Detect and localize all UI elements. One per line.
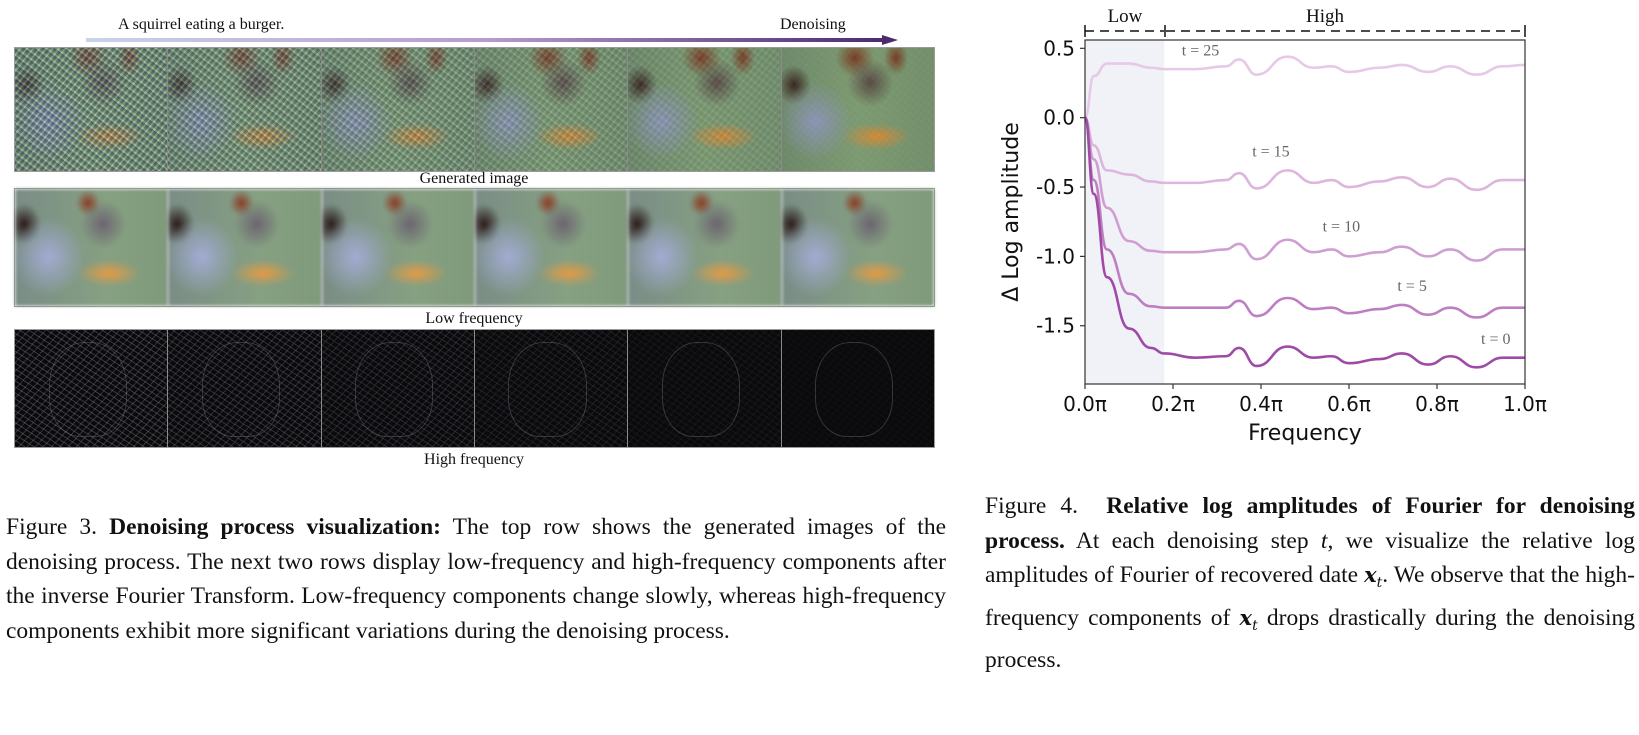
figure-4-title: Relative log amplitudes of Fourier for d… (985, 493, 1635, 554)
curve-label: t = 5 (1397, 278, 1426, 295)
generated-frame-4 (474, 48, 629, 171)
high-frequency-frame-5 (628, 330, 782, 447)
denoising-arrow-label: Denoising (780, 16, 846, 33)
curve-label: t = 0 (1481, 331, 1510, 348)
low-frequency-frame-6 (781, 189, 934, 306)
low-frequency-frame-2 (168, 189, 322, 306)
figure-3-body: The top row shows the generated images o… (6, 514, 947, 644)
x-axis-ticks: 0.0π 0.2π 0.4π 0.6π 0.8π 1.0π (1063, 384, 1547, 416)
figure-3-panel: A squirrel eating a burger. Denoising Ge… (0, 0, 960, 480)
high-frequency-frame-2 (168, 330, 322, 447)
high-frequency-frame-1 (15, 330, 169, 447)
generated-frame-3 (321, 48, 475, 171)
figure-4-body-4: drops drastically during the denoising p… (985, 604, 1636, 674)
figure-3-caption: Figure 3. Denoising process visualizatio… (6, 510, 946, 648)
y-tick-label: -1.0 (1036, 244, 1075, 268)
x-tick-label: 1.0π (1503, 392, 1547, 416)
variable-x-t: xt (1364, 562, 1383, 592)
curve-label: t = 15 (1252, 144, 1289, 161)
x-axis-label: Frequency (1248, 421, 1362, 446)
y-tick-label: -0.5 (1036, 175, 1075, 199)
prompt-text: A squirrel eating a burger. (118, 16, 285, 33)
generated-frame-5 (628, 48, 782, 171)
curve-label: t = 25 (1182, 42, 1219, 59)
generated-image-label: Generated image (419, 170, 529, 187)
figure-4-body-3: . We observe that the high-frequency com… (985, 562, 1635, 631)
high-frequency-frame-6 (781, 330, 934, 447)
figure-4-body-2: , we visualize the relative log amplitud… (985, 527, 1635, 589)
high-frequency-row (14, 329, 935, 448)
curve-label: t = 10 (1323, 218, 1360, 235)
variable-x-t-2: xt (1239, 604, 1258, 634)
y-tick-label: 0.0 (1043, 106, 1075, 130)
y-tick-label: 0.5 (1043, 36, 1075, 60)
high-frequency-frame-3 (321, 330, 475, 447)
generated-frame-1 (15, 48, 169, 171)
log-amplitude-line-chart: Low High t = 25 t = 15 t = 10 t = 5 t = 0 0.… (999, 6, 1547, 446)
series-line (1083, 55, 1526, 119)
generated-frame-2 (168, 48, 322, 171)
high-frequency-label: High frequency (424, 451, 524, 468)
plot-frame (1084, 39, 1526, 385)
band-high-label: High (1306, 6, 1345, 27)
low-frequency-label: Low frequency (425, 310, 523, 327)
low-frequency-frame-3 (321, 189, 475, 306)
figure-4-chart: Low High t = 25 t = 15 t = 10 t = 5 t = 0 0.… (985, 0, 1639, 460)
y-axis-label: Δ Log amplitude (999, 122, 1024, 302)
figure-4-number: Figure 4. (985, 493, 1079, 519)
series-line (1083, 116, 1525, 262)
x-tick-label: 0.6π (1327, 392, 1371, 416)
low-frequency-frame-4 (474, 189, 629, 306)
generated-image-row (14, 47, 935, 172)
figure-3-title: Denoising process visualization: (109, 514, 441, 540)
series-line (1083, 116, 1525, 319)
x-tick-label: 0.0π (1063, 392, 1107, 416)
figure-4-caption: Figure 4. Relative log amplitudes of Fou… (985, 489, 1635, 678)
generated-frame-6 (781, 48, 934, 171)
y-axis-ticks: 0.5 0.0 -0.5 -1.0 -1.5 (1036, 36, 1085, 338)
low-frequency-frame-5 (628, 189, 782, 306)
low-frequency-row (14, 188, 935, 307)
figure-4-body-1: At each denoising step (1075, 527, 1309, 554)
high-frequency-frame-4 (474, 330, 629, 447)
low-frequency-frame-1 (15, 189, 169, 306)
band-low-label: Low (1108, 6, 1143, 27)
x-tick-label: 0.2π (1151, 392, 1195, 416)
chart-series (1083, 55, 1526, 369)
figure-3-number: Figure 3. (6, 514, 98, 540)
x-tick-label: 0.4π (1239, 392, 1283, 416)
x-tick-label: 0.8π (1415, 392, 1459, 416)
y-tick-label: -1.5 (1036, 314, 1075, 338)
denoising-arrow-icon (86, 35, 898, 45)
low-band-shading (1085, 40, 1165, 384)
chart-annotations: t = 25 t = 15 t = 10 t = 5 t = 0 (1182, 42, 1511, 348)
band-brackets (1084, 25, 1526, 37)
series-line (1083, 116, 1525, 192)
variable-t: t (1320, 527, 1328, 554)
series-line (1083, 116, 1525, 369)
